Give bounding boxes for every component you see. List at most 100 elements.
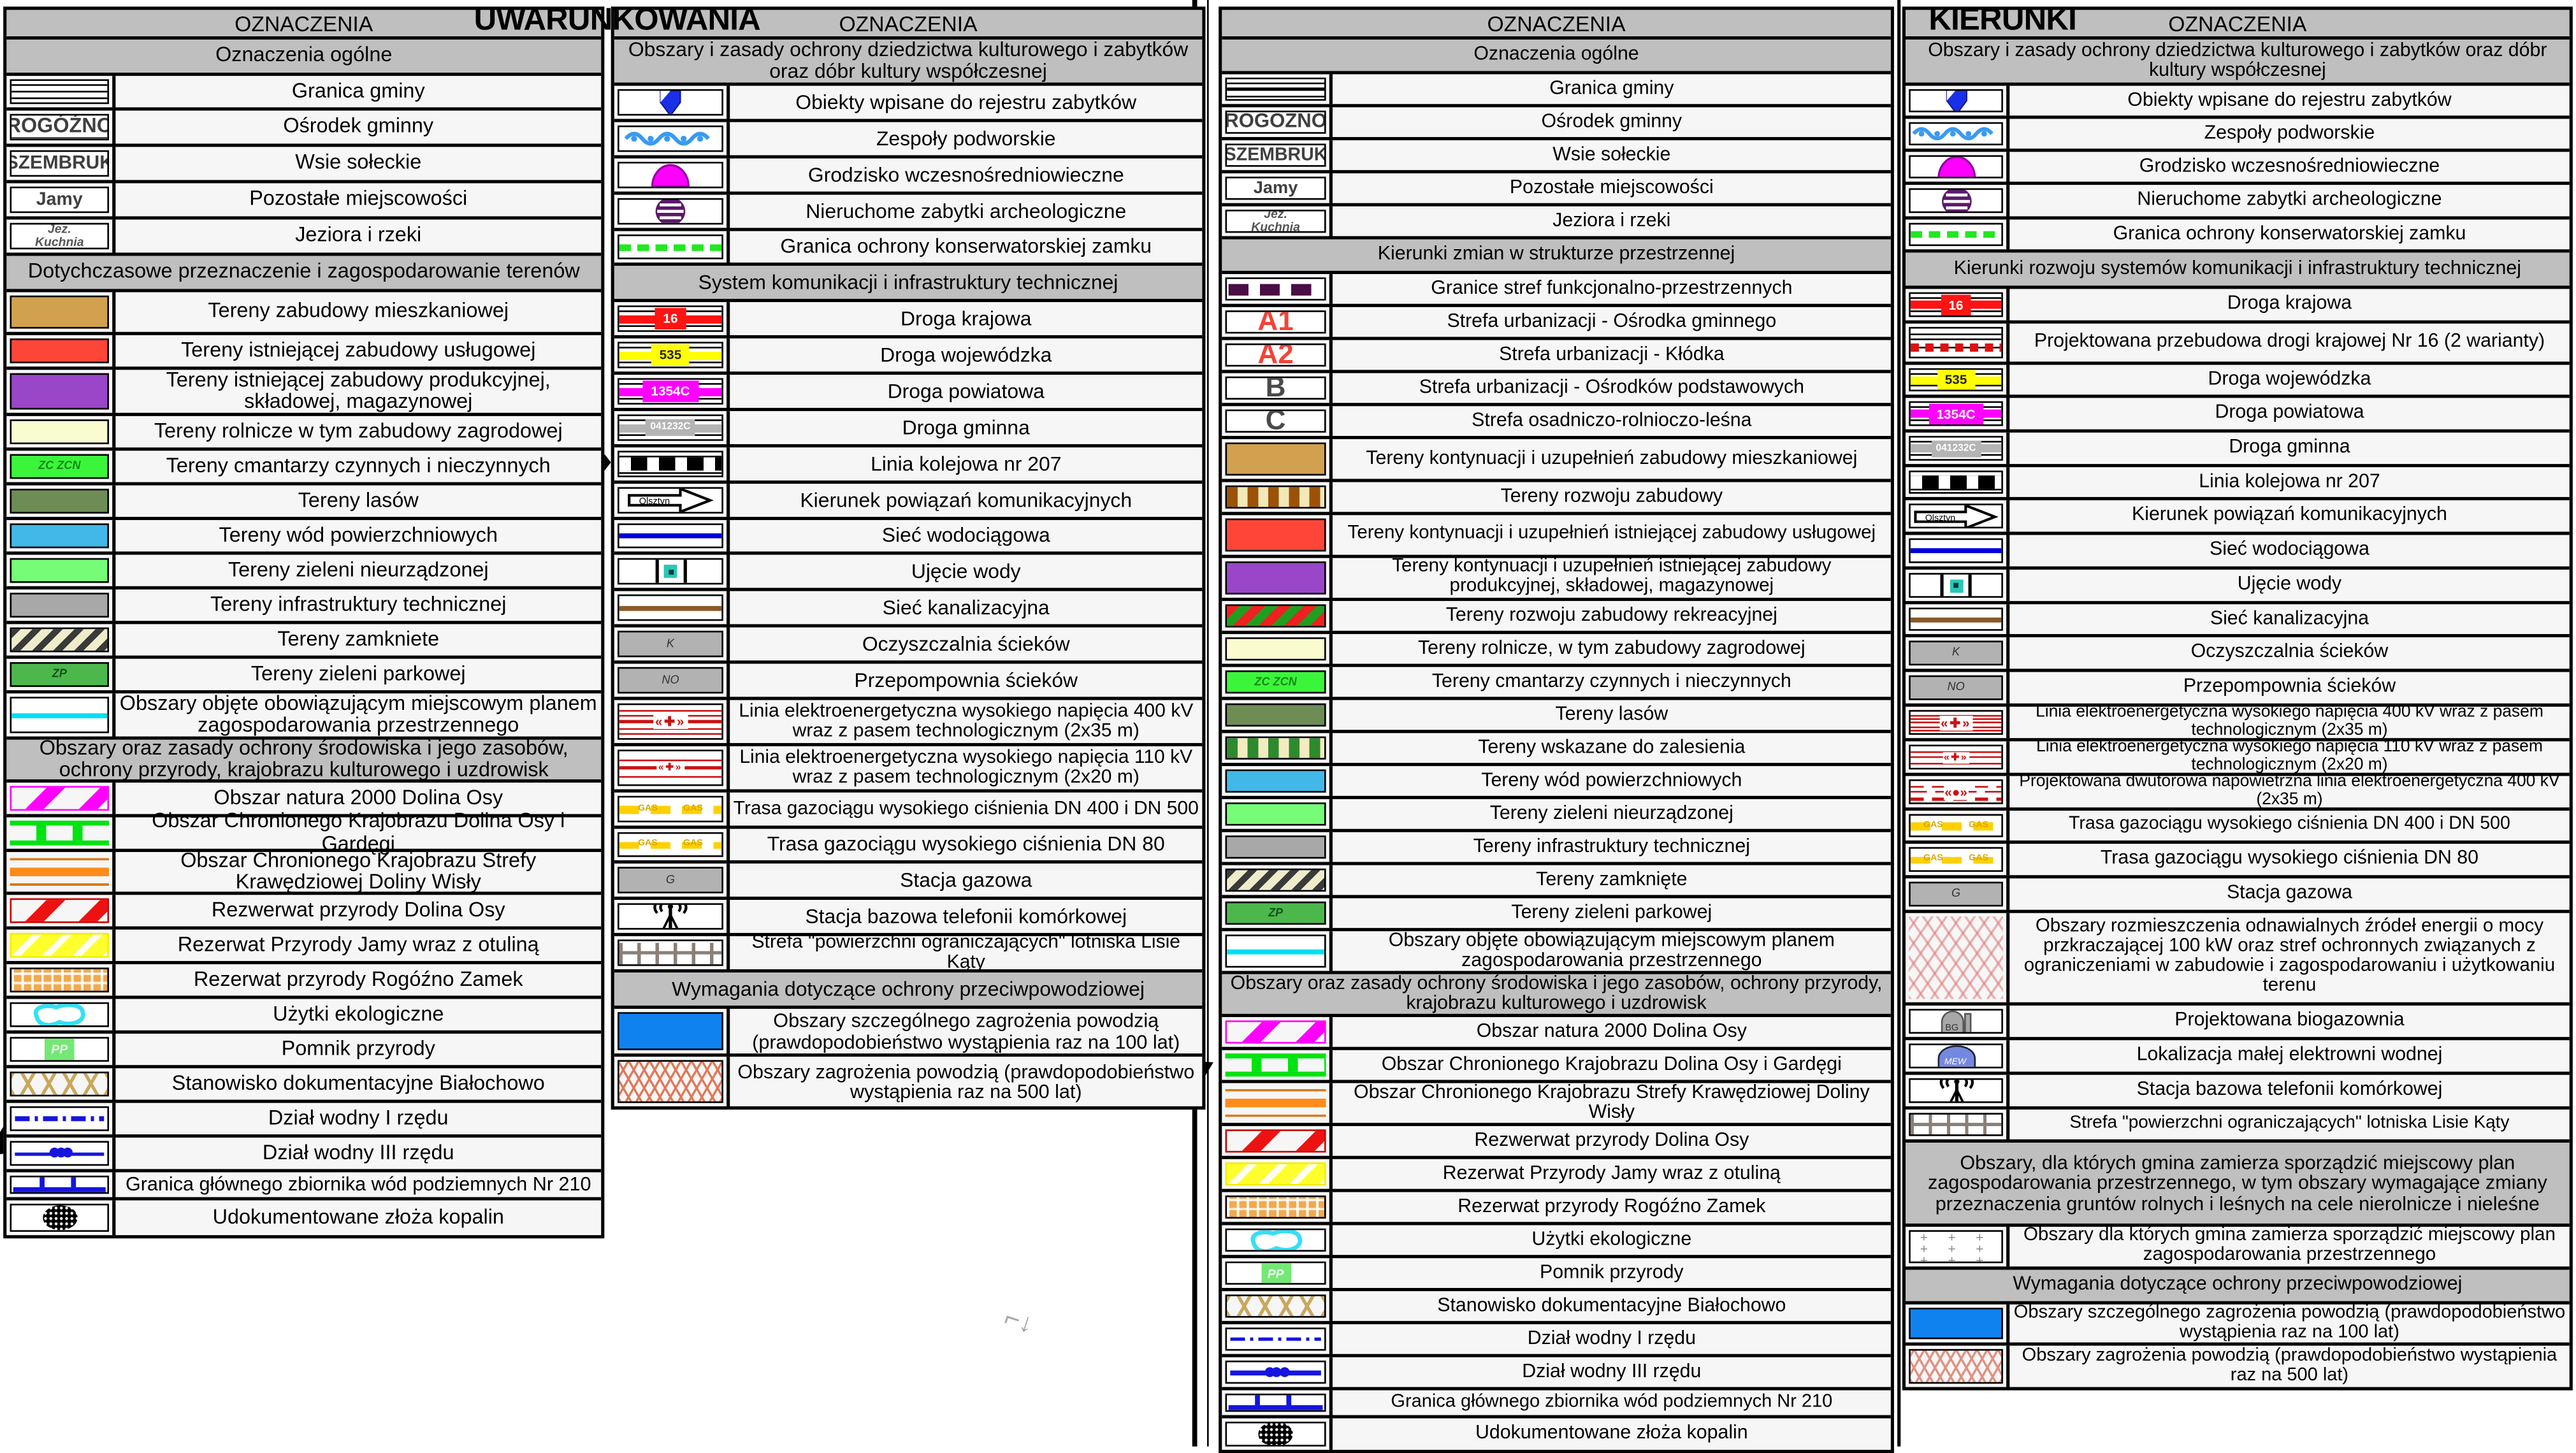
legend-symbol-cell (1222, 1083, 1333, 1123)
legend-row: Obiekty wpisane do rejestru zabytków (1906, 85, 2570, 119)
dzial-wodny-3-symbol (1225, 1361, 1326, 1384)
tereny-mieszkaniowe-symbol (10, 295, 110, 329)
rezerwat-jamy-symbol (10, 932, 110, 958)
legend-row: Granica głównego zbiornika wód podziemny… (6, 1172, 602, 1201)
powodz-100-symbol (618, 1012, 723, 1050)
legend-label: Obszary dla których gmina zamierza sporz… (2023, 1225, 2556, 1265)
legend-symbol-cell (6, 335, 116, 367)
tereny-zieleni-symbol (1225, 802, 1326, 826)
legend-label: Droga powiatowa (2215, 401, 2364, 424)
legend-row: Projektowana przebudowa drogi krajowej N… (1906, 323, 2570, 365)
legend-label: Obszary szczególnego zagrożenia powodzią… (752, 1009, 1180, 1053)
legend-symbol-cell (6, 416, 116, 448)
tereny-parkowe-symbol: ZP (1225, 901, 1326, 925)
legend-label: Granica gminy (1549, 77, 1674, 99)
legend-label: Grodzisko wczesnośredniowieczne (807, 163, 1124, 186)
legend-symbol-cell (614, 900, 730, 933)
oze-symbol (1909, 916, 2003, 999)
legend-panel-uwarunkowania-2: OZNACZENIA Obszary i zasady ochrony dzied… (611, 6, 1206, 1110)
legend-symbol-cell (614, 231, 730, 263)
ochrona-zamku-symbol (618, 234, 723, 259)
legend-symbol-cell (6, 929, 116, 961)
legend-row: Dział wodny I rzędu (1222, 1324, 1891, 1357)
legend-row: GAS GAS Trasa gazociągu wysokiego ciśnien… (614, 828, 1203, 864)
strefa-b-symbol: B (1225, 376, 1326, 400)
section-header: Obszary oraz zasady ochrony środowiska i… (6, 737, 602, 783)
legend-symbol-cell: ROGÓŹNO (1222, 107, 1333, 138)
legend-label: Obszary szczególnego zagrożenia powodzią… (2013, 1302, 2566, 1342)
legend-label: Dział wodny III rzędu (262, 1141, 454, 1164)
legend-label: Tereny cmantarzy czynnych i nieczynnych (166, 454, 551, 477)
tereny-rolnicze-symbol (10, 419, 110, 444)
strefa-a2-symbol: A2 (1225, 343, 1326, 367)
legend-label: Droga gminna (2229, 436, 2350, 458)
legend-row: Tereny zieleni nieurządzonej (1222, 799, 1891, 832)
mpzp-symbol (10, 697, 110, 734)
wsie-soleckie-symbol: SZEMBRUK (1225, 143, 1326, 167)
dzial-wodny-3-symbol (10, 1141, 110, 1166)
oczyszczalnia-icon: K (618, 630, 723, 658)
legend-symbol-cell: PP (1222, 1258, 1333, 1288)
legend-label: Linia elektroenergetyczna wysokiego napi… (2036, 703, 2543, 739)
zespoly-podworskie-symbol (618, 125, 723, 152)
linia-kolejowa-symbol (1909, 470, 2003, 494)
legend-row: «✚» Linia elektroenergetyczna wysokiego n… (1906, 703, 2570, 742)
jeziora-rzeki-symbol: Jez. Kuchnia (1225, 210, 1326, 233)
legend-symbol-cell (1222, 1390, 1333, 1415)
legend-symbol-cell (6, 817, 116, 849)
legend-symbol-cell (6, 554, 116, 586)
legend-symbol-cell: ZC ZCN (1222, 667, 1333, 697)
biogazownia-icon: BG (1909, 1009, 2003, 1034)
legend-row: Tereny wód powierzchniowych (6, 520, 602, 555)
legend-symbol-cell: K (1906, 637, 2010, 669)
legend-label: Użytki ekologiczne (1531, 1228, 1692, 1250)
section-header: Kierunki zmian w strukturze przestrzenne… (1222, 239, 1891, 275)
legend-row: Grodzisko wczesnośredniowieczne (614, 158, 1203, 195)
droga-krajowa-symbol: 16 (618, 305, 723, 332)
elektrownia-wodna-icon: MEW (1909, 1043, 2003, 1069)
legend-symbol-cell (1906, 467, 2010, 497)
tereny-wod-symbol (10, 523, 110, 549)
legend-symbol-cell (1222, 558, 1333, 598)
legend-symbol-cell (1906, 1110, 2010, 1139)
legend-symbol-cell (6, 693, 116, 737)
siec-wodociagowa-symbol (618, 523, 723, 549)
rejestr-zabytkow-icon (618, 89, 723, 116)
legend-row: Ujęcie wody (614, 554, 1203, 591)
legend-label: Kierunek powiązań komunikacyjnych (800, 488, 1132, 512)
legend-symbol-cell: GAS GAS (614, 792, 730, 826)
legend-label: Strefa "powierzchni ograniczających" lot… (2069, 1113, 2510, 1134)
legend-symbol-cell (1222, 515, 1333, 555)
legend-row: Tereny istniejącej zabudowy produkcyjnej… (6, 369, 602, 416)
legend-label: Nieruchome zabytki archeologiczne (2137, 189, 2442, 210)
sheet-title-uwarunkowania: UWARUNKOWANIA (474, 3, 761, 38)
legend-label: Udokumentowane złoża kopalin (212, 1205, 504, 1229)
legend-row: Dział wodny III rzędu (1222, 1357, 1891, 1391)
legend-symbol-cell (1222, 74, 1333, 105)
section-header: Obszary i zasady ochrony dziedzictwa kul… (614, 39, 1203, 86)
sheet-divider-line-right (1896, 0, 1900, 1447)
legend-row: Stacja bazowa telefonii komórkowej (614, 900, 1203, 937)
legend-row: Udokumentowane złoża kopalin (6, 1200, 602, 1236)
granica-gminy-symbol (1225, 77, 1326, 101)
legend-row: «●» Projektowana dwutorowa napowietrzna l… (1906, 772, 2570, 811)
legend-symbol-cell (1906, 535, 2010, 567)
legend-row: Granica ochrony konserwatorskiej zamku (1906, 219, 2570, 253)
legend-symbol-cell: GAS GAS (614, 828, 730, 860)
legend-row: Tereny wód powierzchniowych (1222, 766, 1891, 800)
legend-symbol-cell (1222, 700, 1333, 730)
legend-row: Sieć wodociągowa (614, 520, 1203, 555)
legend-symbol-cell (1222, 766, 1333, 796)
tereny-infrastruktury-symbol (1225, 835, 1326, 859)
legend-symbol-cell (1906, 913, 2010, 1002)
legend-row: Obszar Chronionego Krajobrazu Dolina Osy… (1222, 1050, 1891, 1083)
svg-text:Olsztyn: Olsztyn (1925, 512, 1956, 523)
legend-row: Tereny kontynuacji i uzupełnień istnieją… (1222, 515, 1891, 558)
legend-row: 535 Droga wojewódzka (614, 338, 1203, 375)
legend-row: PP Pomnik przyrody (6, 1033, 602, 1069)
legend-symbol-cell: GAS GAS (1906, 844, 2010, 876)
legend-row: Tereny infrastruktury technicznej (1222, 832, 1891, 865)
legend-symbol-cell (614, 554, 730, 588)
legend-row: Obiekty wpisane do rejestru zabytków (614, 85, 1203, 122)
legend-label: Obszary objęte obowiązującym miejscowym … (119, 691, 597, 737)
